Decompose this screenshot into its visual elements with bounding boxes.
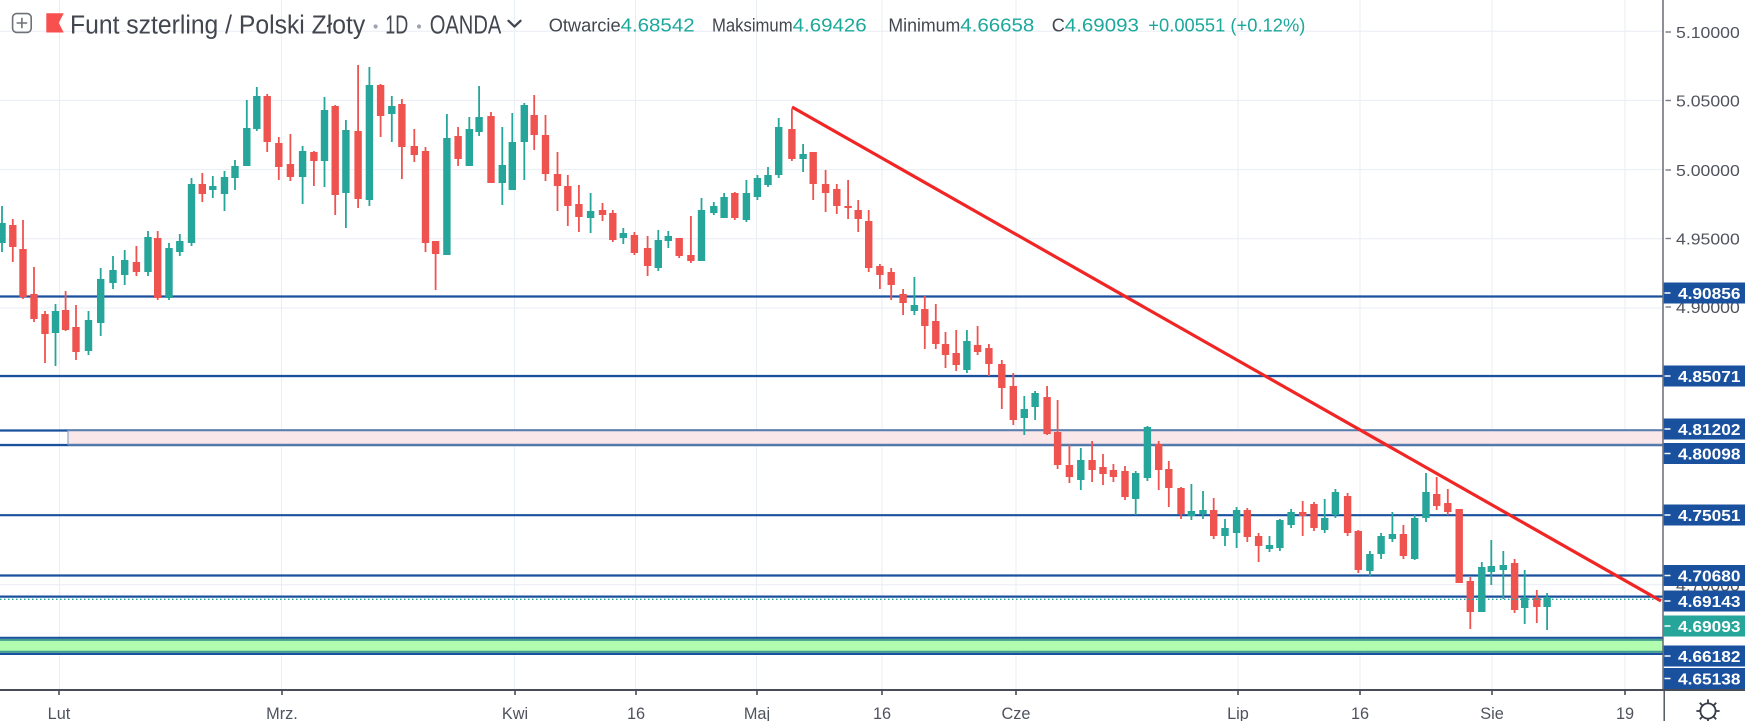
svg-text:4.81202: 4.81202 [1678, 422, 1741, 439]
svg-text:Otwarcie: Otwarcie [549, 15, 621, 36]
svg-text:19: 19 [1616, 705, 1634, 721]
svg-text:Lip: Lip [1227, 705, 1249, 721]
svg-text:Maj: Maj [744, 705, 770, 721]
svg-text:5.00000: 5.00000 [1676, 163, 1740, 180]
svg-text:4.69093: 4.69093 [1678, 619, 1741, 636]
svg-text:16: 16 [1351, 705, 1369, 721]
svg-text:4.95000: 4.95000 [1676, 232, 1740, 249]
svg-text:Sie: Sie [1480, 705, 1504, 721]
svg-text:Minimum: Minimum [888, 15, 960, 36]
svg-text:4.65138: 4.65138 [1678, 672, 1741, 689]
svg-text:4.75051: 4.75051 [1678, 508, 1741, 525]
svg-text:4.69143: 4.69143 [1678, 594, 1741, 611]
svg-text:Mrz.: Mrz. [266, 705, 298, 721]
svg-text:+0.00551 (+0.12%): +0.00551 (+0.12%) [1148, 15, 1305, 36]
svg-text:Kwi: Kwi [502, 705, 528, 721]
svg-text:16: 16 [627, 705, 645, 721]
svg-text:5.10000: 5.10000 [1676, 25, 1740, 42]
svg-text:5.05000: 5.05000 [1676, 94, 1740, 111]
svg-text:C: C [1052, 15, 1065, 36]
svg-text:16: 16 [873, 705, 891, 721]
svg-text:Lut: Lut [48, 705, 71, 721]
svg-text:4.90856: 4.90856 [1678, 286, 1741, 303]
svg-text:4.69426: 4.69426 [793, 15, 867, 36]
svg-text:Funt szterling / Polski Złoty: Funt szterling / Polski Złoty [70, 12, 365, 40]
svg-text:Cze: Cze [1002, 705, 1031, 721]
svg-text:4.68542: 4.68542 [621, 15, 695, 36]
svg-text:4.69093: 4.69093 [1065, 15, 1139, 36]
svg-text:OANDA: OANDA [430, 12, 502, 40]
svg-text:Maksimum: Maksimum [712, 15, 793, 36]
svg-text:4.85071: 4.85071 [1678, 369, 1741, 386]
svg-text:4.66182: 4.66182 [1678, 649, 1741, 666]
svg-text:4.70680: 4.70680 [1678, 569, 1741, 586]
svg-text:4.90000: 4.90000 [1676, 300, 1740, 317]
svg-text:4.66658: 4.66658 [960, 15, 1034, 36]
svg-text:1D: 1D [385, 12, 408, 40]
svg-text:4.80098: 4.80098 [1678, 447, 1741, 464]
